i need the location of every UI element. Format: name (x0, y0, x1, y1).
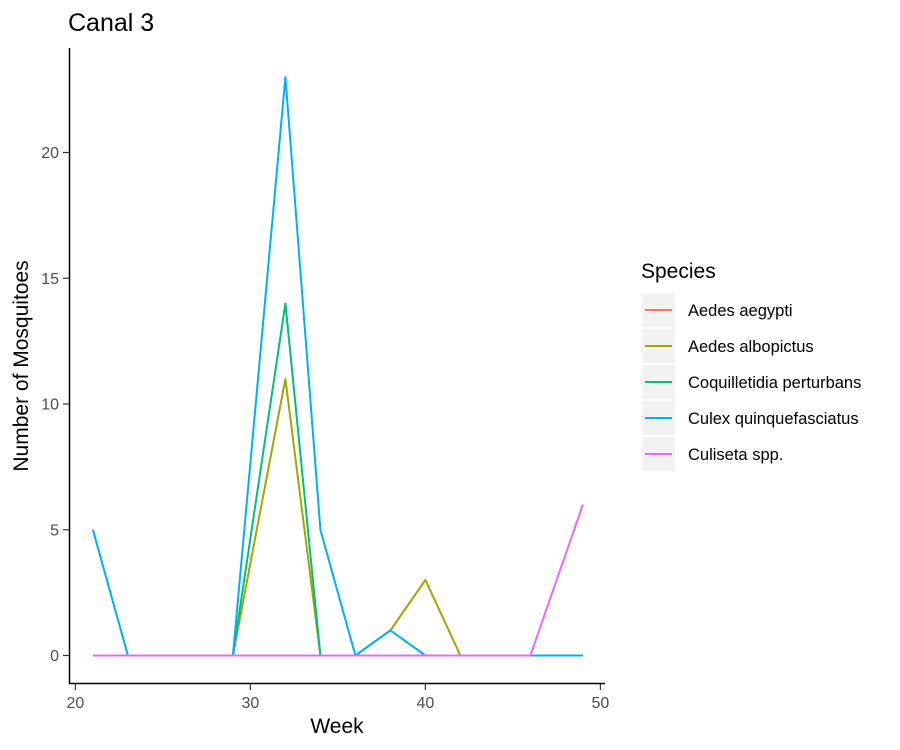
x-tick-label: 50 (592, 695, 610, 712)
x-tick-label: 20 (67, 695, 85, 712)
legend-item: Culex quinquefasciatus (642, 401, 859, 435)
legend-item: Aedes aegypti (642, 293, 793, 327)
series-line-culiseta-spp (92, 504, 584, 657)
legend-item: Coquilletidia perturbans (642, 365, 861, 399)
chart-title: Canal 3 (68, 9, 154, 37)
legend-title: Species (641, 260, 716, 283)
y-tick-label: 15 (41, 271, 59, 288)
y-tick-label: 0 (50, 648, 59, 665)
series-line-culex-quinquefasciatus (91, 76, 583, 657)
series-line-coquilletidia-perturbans (92, 302, 583, 657)
y-tick-label: 20 (41, 145, 59, 162)
series-line-aedes-albopictus (92, 377, 583, 657)
y-axis-title: Number of Mosquitoes (10, 260, 33, 471)
legend-items: Aedes aegypti Aedes albopictus Coquilletid… (642, 293, 861, 471)
y-tick-label: 5 (50, 522, 59, 539)
series-lines (91, 76, 584, 657)
legend-label: Culiseta spp. (688, 446, 783, 464)
x-axis-ticks: 20 30 40 50 (67, 684, 610, 712)
legend-item: Aedes albopictus (642, 329, 814, 363)
x-tick-label: 30 (242, 695, 260, 712)
legend-label: Coquilletidia perturbans (688, 374, 861, 392)
legend-item: Culiseta spp. (642, 437, 783, 471)
legend: Species Aedes aegypti Aedes albopictus Coq… (641, 260, 861, 471)
legend-label: Aedes albopictus (688, 338, 814, 356)
y-axis-ticks: 0 5 10 15 20 (41, 145, 69, 665)
x-axis-title: Week (310, 715, 364, 738)
y-tick-label: 10 (41, 397, 59, 414)
legend-label: Aedes aegypti (688, 302, 793, 320)
x-tick-label: 40 (417, 695, 435, 712)
legend-label: Culex quinquefasciatus (688, 410, 859, 428)
plot-area: 20 30 40 50 0 5 10 15 20 (41, 48, 609, 712)
